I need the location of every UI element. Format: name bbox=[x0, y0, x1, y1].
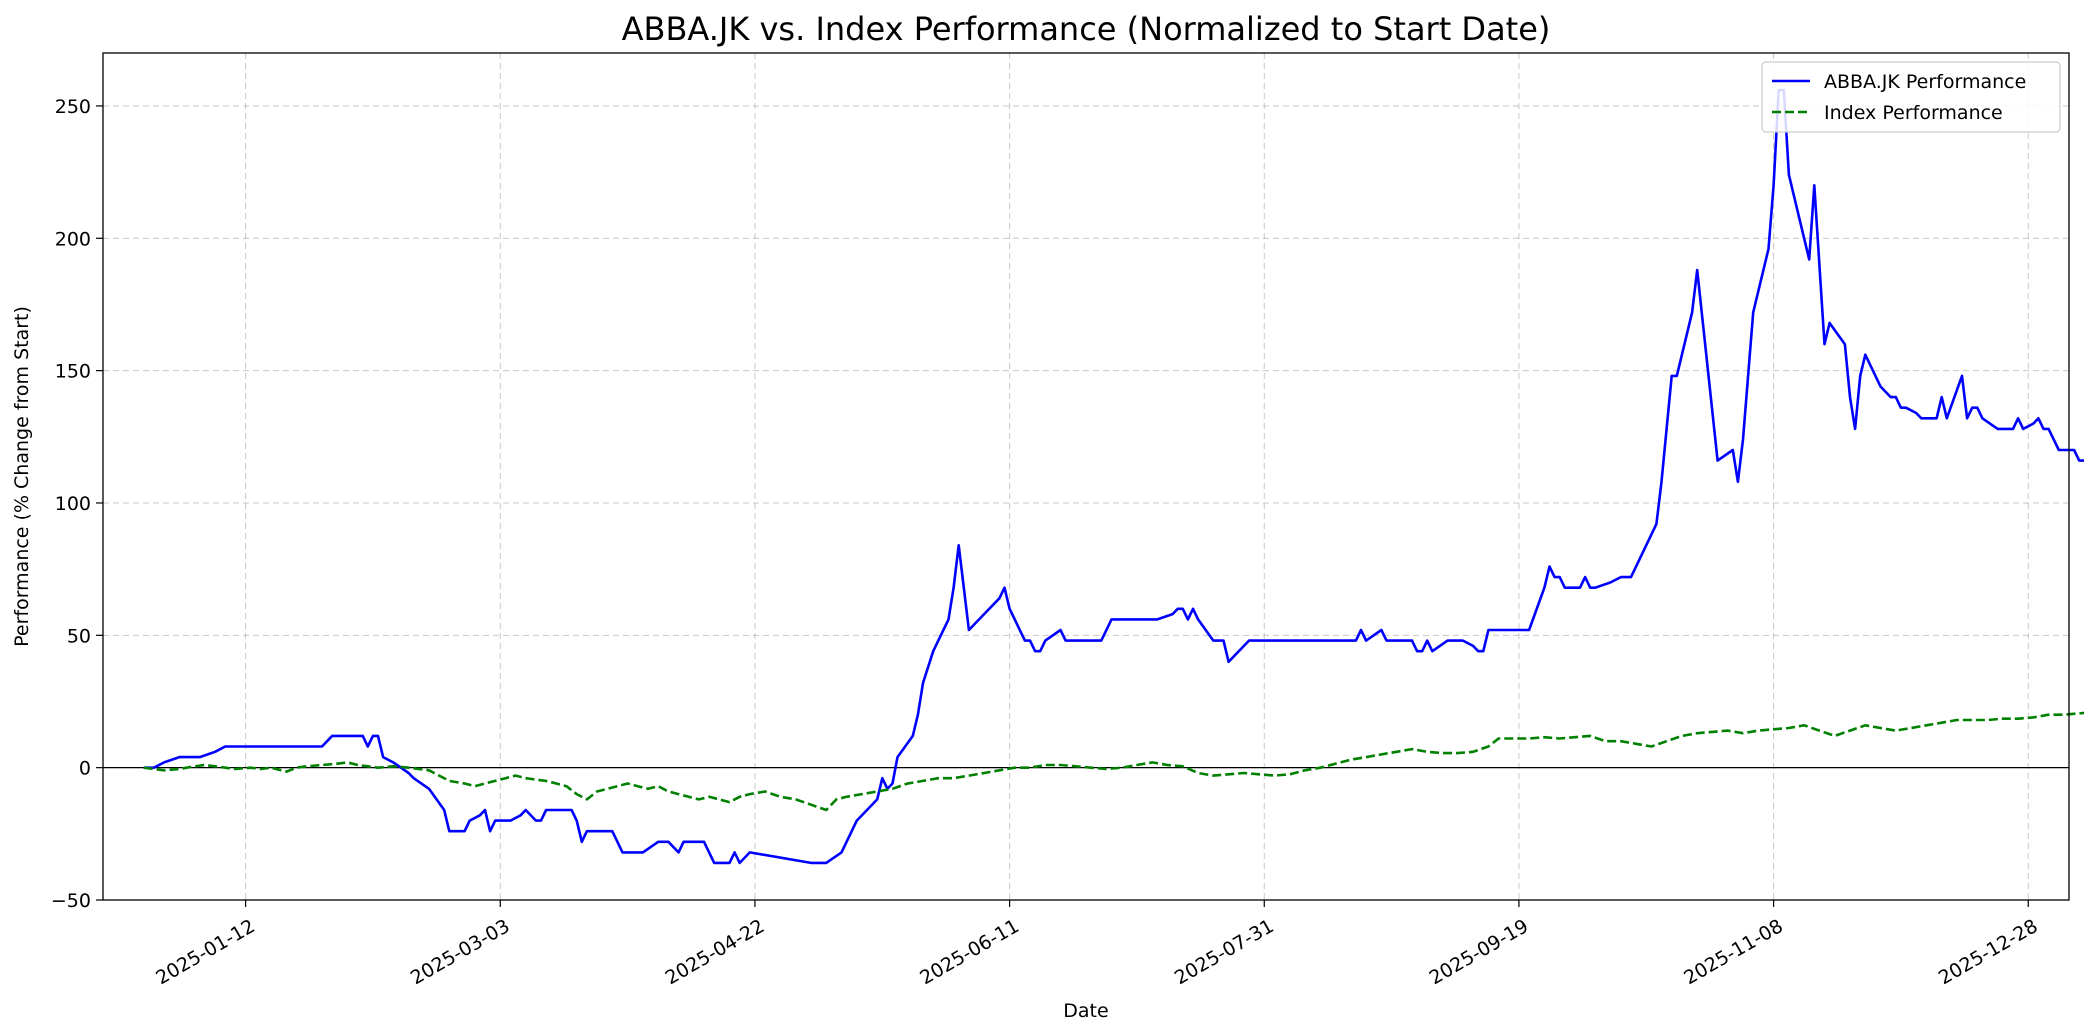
x-axis-label: Date bbox=[1063, 1000, 1108, 1022]
x-tick-label: 2025-12-28 bbox=[1935, 915, 2042, 989]
x-tick-label: 2025-11-08 bbox=[1680, 915, 1787, 989]
y-axis: −50 0 50 100 150 200 250 bbox=[51, 96, 103, 912]
series-group bbox=[143, 88, 2084, 865]
legend-label-abba: ABBA.JK Performance bbox=[1824, 71, 2026, 93]
y-tick-label: 200 bbox=[55, 228, 91, 250]
chart-title: ABBA.JK vs. Index Performance (Normalize… bbox=[622, 10, 1551, 48]
x-tick-label: 2025-07-31 bbox=[1171, 915, 1278, 989]
x-tick-label: 2025-06-11 bbox=[916, 915, 1023, 989]
y-tick-label: 0 bbox=[79, 758, 91, 780]
y-tick-label: −50 bbox=[51, 890, 91, 912]
x-tick-label: 2025-01-12 bbox=[152, 915, 259, 989]
plot-frame bbox=[102, 52, 2070, 901]
index-performance-line bbox=[143, 711, 2084, 812]
y-axis-label: Performance (% Change from Start) bbox=[11, 306, 33, 647]
abba-performance-line bbox=[143, 88, 2084, 865]
x-axis: 2025-01-12 2025-03-03 2025-04-22 2025-06-11… bbox=[152, 900, 2042, 989]
x-tick-label: 2025-03-03 bbox=[407, 915, 514, 989]
x-tick-label: 2025-09-19 bbox=[1426, 915, 1533, 989]
legend-label-index: Index Performance bbox=[1824, 102, 2003, 124]
legend: ABBA.JK Performance Index Performance bbox=[1761, 61, 2061, 133]
legend-box bbox=[1761, 61, 2061, 133]
y-tick-label: 150 bbox=[55, 361, 91, 383]
y-tick-label: 250 bbox=[55, 96, 91, 118]
y-tick-label: 100 bbox=[55, 493, 91, 515]
x-tick-label: 2025-04-22 bbox=[662, 915, 769, 989]
y-tick-label: 50 bbox=[67, 625, 91, 647]
